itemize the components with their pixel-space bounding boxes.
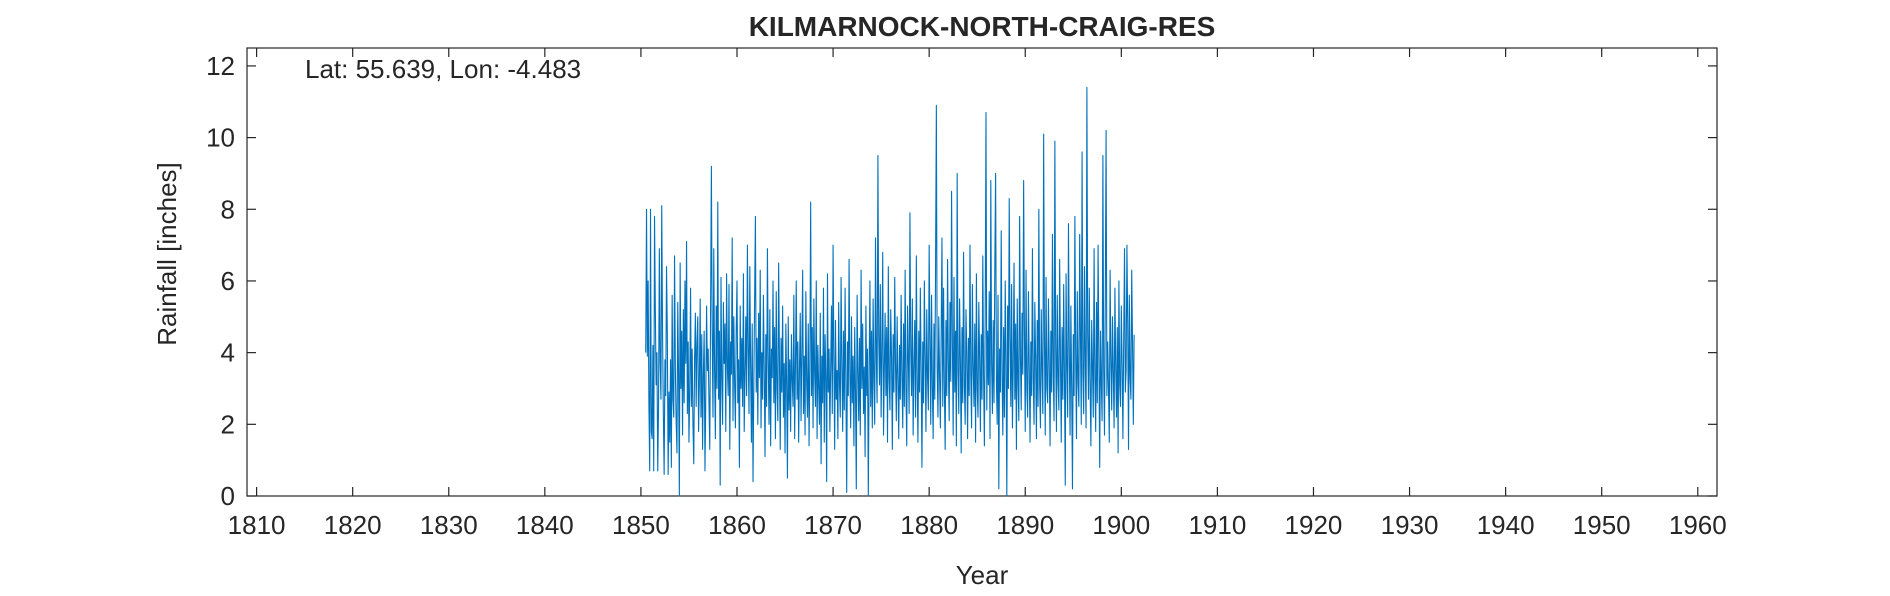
y-tick-label: 12 [206, 51, 235, 81]
y-tick-label: 0 [221, 481, 235, 511]
y-tick-label: 8 [221, 194, 235, 224]
y-tick-label: 6 [221, 266, 235, 296]
y-axis-label: Rainfall [inches] [152, 162, 182, 346]
x-tick-label: 1810 [228, 510, 286, 540]
y-tick-label: 4 [221, 338, 235, 368]
x-tick-label: 1860 [708, 510, 766, 540]
x-axis-label: Year [956, 560, 1009, 590]
x-tick-label: 1880 [900, 510, 958, 540]
location-annotation: Lat: 55.639, Lon: -4.483 [305, 54, 581, 84]
chart-title: KILMARNOCK-NORTH-CRAIG-RES [749, 11, 1216, 42]
x-tick-label: 1960 [1669, 510, 1727, 540]
series-layer [645, 86, 1135, 497]
axis-ticks: 1810 1820 1830 1840 1850 1860 1870 1880 1890 1900… [206, 48, 1727, 540]
rainfall-series-line [645, 86, 1135, 497]
y-tick-label: 2 [221, 409, 235, 439]
x-tick-label: 1840 [516, 510, 574, 540]
x-tick-label: 1900 [1092, 510, 1150, 540]
x-tick-label: 1920 [1285, 510, 1343, 540]
x-tick-label: 1910 [1188, 510, 1246, 540]
x-tick-label: 1890 [996, 510, 1054, 540]
x-tick-label: 1850 [612, 510, 670, 540]
x-tick-label: 1950 [1573, 510, 1631, 540]
x-tick-label: 1820 [324, 510, 382, 540]
y-tick-label: 10 [206, 123, 235, 153]
plot-frame [246, 47, 1718, 497]
x-tick-label: 1930 [1381, 510, 1439, 540]
x-tick-label: 1870 [804, 510, 862, 540]
x-tick-label: 1940 [1477, 510, 1535, 540]
plot-area-border [246, 47, 1718, 497]
x-tick-label: 1830 [420, 510, 478, 540]
